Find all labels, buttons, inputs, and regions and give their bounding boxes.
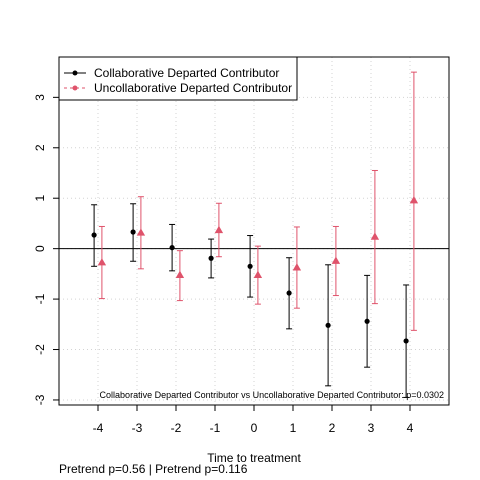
point-marker [136,228,146,236]
point-marker [169,245,175,251]
x-tick-label: 1 [290,421,297,435]
y-tick-label: -2 [33,344,47,355]
legend-box [58,56,298,101]
y-tick-label: 2 [33,144,47,151]
x-axis: -4 -3 -2 -1 0 1 2 3 4 [93,405,414,435]
legend-swatch-uncollaborative-marker [72,85,78,91]
point-marker [208,255,214,261]
series-uncollaborative [97,71,419,331]
point-marker [292,263,302,271]
point-marker [214,225,224,234]
x-tick-label: -3 [132,421,143,435]
x-axis-title: Time to treatment [207,451,301,465]
point-marker [286,290,292,296]
series-collaborative [91,203,410,398]
pretrend-note: Pretrend p=0.56 | Pretrend p=0.116 [59,462,248,476]
point-marker [403,338,409,344]
x-tick-label: -4 [93,421,104,435]
y-tick-label: -3 [33,394,47,405]
x-tick-label: -1 [210,421,221,435]
point-marker [364,318,370,324]
x-tick-label: 0 [251,421,258,435]
point-marker [370,232,380,240]
point-marker [325,322,331,328]
legend: Collaborative Departed Contributor Uncol… [58,56,298,101]
point-marker [91,232,97,238]
legend-label-uncollaborative: Uncollaborative Departed Contributor [94,81,292,95]
legend-label-collaborative: Collaborative Departed Contributor [94,66,279,80]
grid-lines [59,57,449,405]
p-value-annotation: Collaborative Departed Contributor vs Un… [100,390,444,400]
point-marker [130,229,136,235]
series-layer [91,71,419,398]
point-marker [409,196,419,204]
legend-swatch-collaborative-marker [72,70,78,76]
x-tick-label: 3 [368,421,375,435]
y-tick-label: 1 [33,195,47,202]
y-tick-label: 0 [33,245,47,252]
point-marker [331,256,341,264]
point-marker [175,270,185,279]
point-marker [97,258,107,266]
point-marker [253,270,263,279]
y-axis: -3 -2 -1 0 1 2 3 [33,94,59,405]
x-tick-label: -2 [171,421,182,435]
point-marker [247,263,253,269]
y-tick-label: -1 [33,293,47,304]
y-tick-label: 3 [33,94,47,101]
x-tick-label: 2 [329,421,336,435]
x-tick-label: 4 [407,421,414,435]
